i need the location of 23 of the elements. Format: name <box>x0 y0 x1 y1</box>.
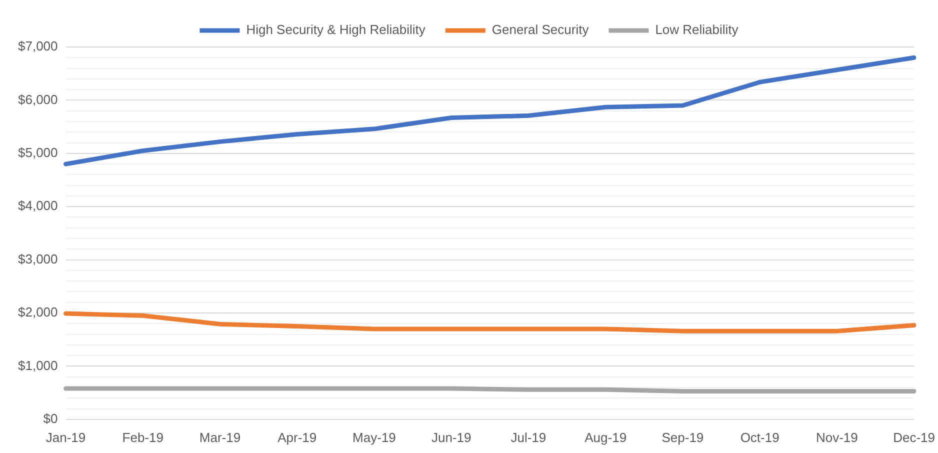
legend-label: General Security <box>492 22 590 38</box>
y-tick-label: $4,000 <box>18 198 58 214</box>
y-tick-label: $5,000 <box>18 144 58 160</box>
y-tick-label: $1,000 <box>18 358 58 373</box>
x-tick-label: May-19 <box>352 430 396 445</box>
x-tick-label: Aug-19 <box>584 430 627 445</box>
x-tick-label: Sep-19 <box>662 430 704 445</box>
y-tick-label: $2,000 <box>18 304 58 320</box>
x-tick-label: Apr-19 <box>278 430 317 445</box>
x-tick-label: Jan-19 <box>46 430 86 445</box>
x-tick-label: Oct-19 <box>740 430 780 445</box>
x-tick-label: Jun-19 <box>431 430 472 445</box>
x-tick-label: Nov-19 <box>816 430 858 445</box>
x-tick-label: Dec-19 <box>893 430 936 445</box>
x-tick-label: Feb-19 <box>122 430 164 445</box>
y-tick-label: $0 <box>43 410 58 426</box>
y-tick-label: $6,000 <box>18 92 58 107</box>
y-tick-label: $3,000 <box>18 251 58 266</box>
x-tick-label: Mar-19 <box>199 430 241 445</box>
legend-label: Low Reliability <box>655 22 739 38</box>
y-tick-label: $7,000 <box>18 38 58 54</box>
legend-label: High Security & High Reliability <box>246 22 426 38</box>
x-tick-label: Jul-19 <box>510 430 546 445</box>
